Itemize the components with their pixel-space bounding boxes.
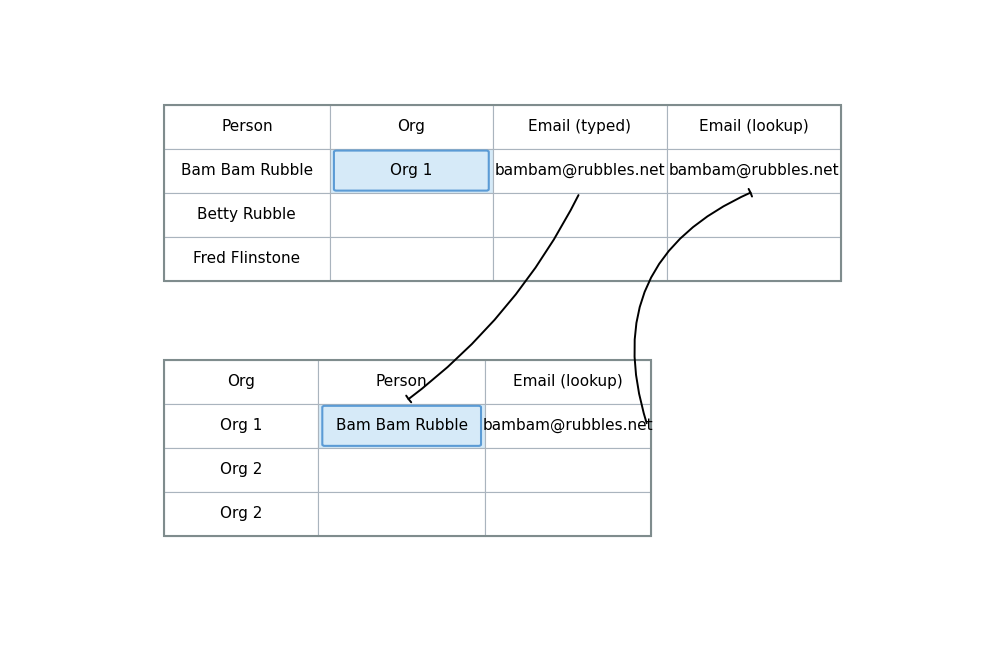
Text: bambam@rubbles.net: bambam@rubbles.net bbox=[495, 163, 665, 178]
Bar bbox=[164, 404, 319, 448]
Text: Person: Person bbox=[221, 119, 273, 134]
Text: Email (lookup): Email (lookup) bbox=[699, 119, 809, 134]
Bar bbox=[485, 448, 651, 492]
Bar bbox=[667, 237, 841, 281]
Text: Org 2: Org 2 bbox=[220, 506, 262, 521]
Text: bambam@rubbles.net: bambam@rubbles.net bbox=[483, 418, 653, 434]
Text: bambam@rubbles.net: bambam@rubbles.net bbox=[668, 163, 839, 178]
Bar bbox=[485, 404, 651, 448]
Bar bbox=[164, 360, 651, 536]
Bar bbox=[485, 360, 651, 404]
Text: Betty Rubble: Betty Rubble bbox=[198, 207, 296, 222]
FancyBboxPatch shape bbox=[334, 151, 489, 190]
Bar bbox=[164, 192, 330, 237]
Bar bbox=[164, 448, 319, 492]
Bar bbox=[164, 105, 330, 149]
Text: Org 2: Org 2 bbox=[220, 462, 262, 477]
Bar bbox=[667, 192, 841, 237]
Text: Bam Bam Rubble: Bam Bam Rubble bbox=[181, 163, 313, 178]
Bar bbox=[164, 237, 330, 281]
Text: Person: Person bbox=[376, 374, 428, 389]
Bar bbox=[493, 192, 667, 237]
Text: Org: Org bbox=[398, 119, 426, 134]
Bar bbox=[330, 105, 493, 149]
Bar bbox=[667, 105, 841, 149]
Text: Bam Bam Rubble: Bam Bam Rubble bbox=[336, 419, 468, 434]
Text: Email (lookup): Email (lookup) bbox=[513, 374, 623, 389]
Text: Email (typed): Email (typed) bbox=[528, 119, 631, 134]
Bar bbox=[319, 404, 485, 448]
Bar bbox=[164, 105, 841, 281]
Bar bbox=[164, 360, 319, 404]
Bar bbox=[319, 492, 485, 536]
Text: Org: Org bbox=[227, 374, 255, 389]
Bar bbox=[319, 448, 485, 492]
Bar bbox=[330, 149, 493, 192]
Bar bbox=[330, 237, 493, 281]
Text: Fred Flinstone: Fred Flinstone bbox=[193, 251, 301, 266]
Bar bbox=[164, 149, 330, 192]
Bar bbox=[493, 149, 667, 192]
Text: Org 1: Org 1 bbox=[220, 419, 262, 434]
Bar bbox=[667, 149, 841, 192]
Bar bbox=[330, 192, 493, 237]
Bar bbox=[164, 492, 319, 536]
Bar bbox=[493, 237, 667, 281]
Text: Org 1: Org 1 bbox=[391, 163, 433, 178]
Bar bbox=[319, 360, 485, 404]
Bar bbox=[485, 492, 651, 536]
Bar bbox=[493, 105, 667, 149]
FancyBboxPatch shape bbox=[323, 406, 482, 446]
